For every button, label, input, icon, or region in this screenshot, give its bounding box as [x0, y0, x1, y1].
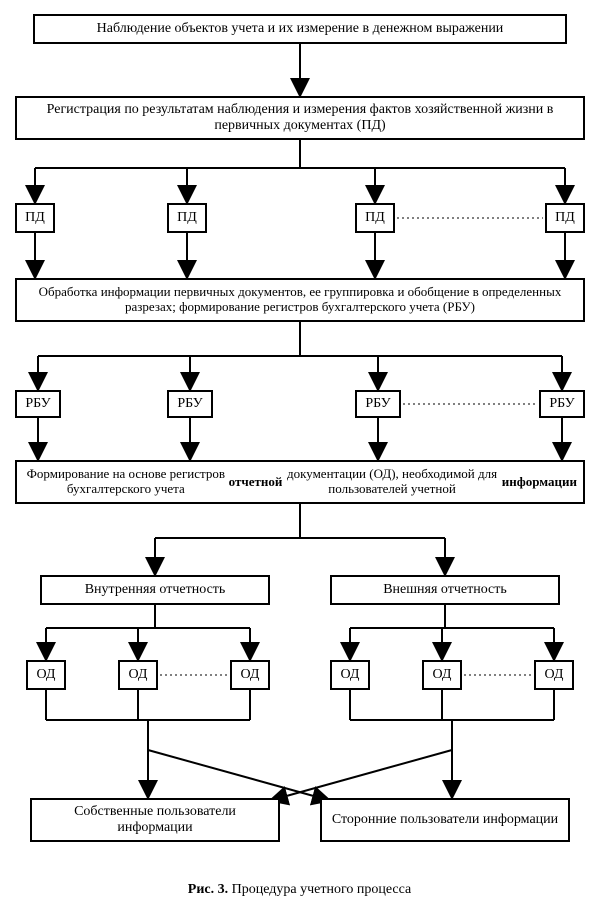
node-od-l3: ОД — [230, 660, 270, 690]
flowchart-stage: Наблюдение объектов учета и их измерение… — [0, 0, 599, 913]
node-rbu-4: РБУ — [539, 390, 585, 418]
node-rbu-3: РБУ — [355, 390, 401, 418]
node-registration: Регистрация по результатам наблюдения и … — [15, 96, 585, 140]
node-external-users: Сторонние пользователи информации — [320, 798, 570, 842]
node-od-r2: ОД — [422, 660, 462, 690]
node-external-reporting: Внешняя отчетность — [330, 575, 560, 605]
node-reports-formation: Формирование на основе регистров бухгалт… — [15, 460, 585, 504]
node-own-users: Собственные пользователи информации — [30, 798, 280, 842]
node-rbu-1: РБУ — [15, 390, 61, 418]
node-processing: Обработка информации первичных документо… — [15, 278, 585, 322]
node-pd-3: ПД — [355, 203, 395, 233]
node-observation: Наблюдение объектов учета и их измерение… — [33, 14, 567, 44]
node-internal-reporting: Внутренняя отчетность — [40, 575, 270, 605]
node-rbu-2: РБУ — [167, 390, 213, 418]
node-od-l2: ОД — [118, 660, 158, 690]
node-od-r3: ОД — [534, 660, 574, 690]
node-od-l1: ОД — [26, 660, 66, 690]
node-od-r1: ОД — [330, 660, 370, 690]
node-pd-2: ПД — [167, 203, 207, 233]
node-pd-4: ПД — [545, 203, 585, 233]
node-pd-1: ПД — [15, 203, 55, 233]
figure-caption: Рис. 3. Процедура учетного процесса — [0, 882, 599, 898]
